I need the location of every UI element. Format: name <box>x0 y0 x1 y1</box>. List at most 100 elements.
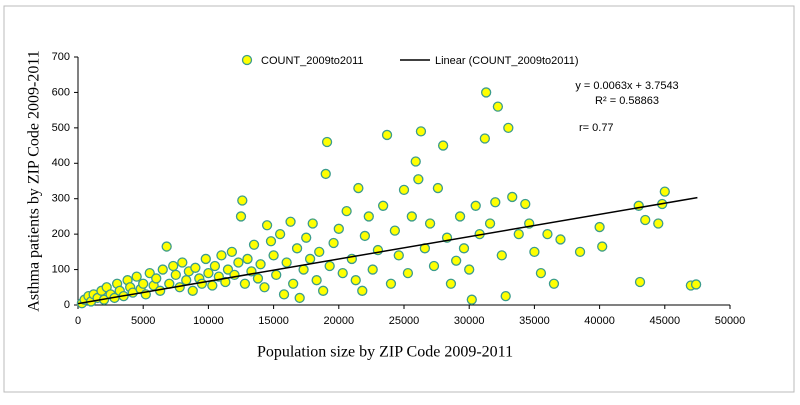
point <box>226 246 238 258</box>
point <box>320 168 331 180</box>
x-tick-label: 15000 <box>258 315 289 327</box>
point <box>265 236 277 247</box>
point <box>479 133 490 144</box>
point <box>235 211 247 222</box>
point <box>298 264 309 275</box>
x-tick-label: 0 <box>75 315 81 327</box>
point <box>285 216 296 227</box>
point <box>466 294 477 305</box>
point <box>359 230 371 242</box>
point <box>233 257 244 268</box>
y-tick-label: 300 <box>52 193 70 205</box>
point <box>209 260 221 272</box>
point <box>503 122 514 134</box>
point <box>377 200 389 211</box>
point <box>248 239 260 250</box>
x-tick-label: 40000 <box>584 315 615 327</box>
point <box>454 211 466 222</box>
x-tick-label: 10000 <box>193 315 224 327</box>
point <box>237 195 248 206</box>
y-tick-label: 600 <box>52 86 70 98</box>
point <box>445 278 457 289</box>
chart-frame <box>3 5 795 393</box>
point <box>357 285 368 296</box>
point <box>402 267 414 279</box>
r-squared: R² = 0.58863 <box>595 95 659 107</box>
point <box>168 260 179 272</box>
point <box>161 241 172 252</box>
point <box>574 246 586 258</box>
point <box>555 234 566 245</box>
legend-label: Linear (COUNT_2009to2011) <box>435 55 578 67</box>
point <box>144 267 155 279</box>
point <box>307 218 318 229</box>
point <box>690 279 702 290</box>
point <box>151 273 162 284</box>
point <box>268 250 279 261</box>
x-tick-label: 25000 <box>389 315 420 327</box>
x-axis-title: Population size by ZIP Code 2009-2011 <box>257 344 513 361</box>
point <box>492 101 504 112</box>
point <box>170 269 181 281</box>
point <box>389 225 401 236</box>
point <box>470 200 481 211</box>
y-tick-label: 0 <box>64 299 70 311</box>
point <box>353 182 364 194</box>
point <box>653 218 664 229</box>
point <box>190 262 201 273</box>
point <box>321 136 333 148</box>
point <box>500 290 511 302</box>
point <box>424 218 436 229</box>
legend-label: COUNT_2009to2011 <box>261 55 364 67</box>
point <box>259 282 270 293</box>
point <box>381 129 393 141</box>
point <box>367 264 378 275</box>
point <box>529 246 540 258</box>
point <box>481 87 492 98</box>
point <box>261 220 273 231</box>
point <box>324 260 335 272</box>
point <box>458 243 470 254</box>
point <box>196 278 208 289</box>
point <box>535 267 547 279</box>
point <box>200 253 211 265</box>
point <box>318 285 329 296</box>
y-tick-label: 500 <box>52 122 70 134</box>
point <box>181 275 192 286</box>
point <box>350 275 361 286</box>
point <box>363 211 374 222</box>
point <box>594 221 605 233</box>
point <box>157 264 168 275</box>
point <box>520 198 531 210</box>
point <box>398 184 410 196</box>
point <box>484 218 496 229</box>
point <box>451 255 462 266</box>
point <box>252 273 264 284</box>
point <box>490 197 501 208</box>
y-tick-label: 200 <box>52 228 70 240</box>
x-tick-label: 5000 <box>131 315 155 327</box>
point <box>278 289 290 300</box>
point <box>220 276 231 288</box>
point <box>271 269 282 281</box>
y-tick-label: 100 <box>52 263 70 275</box>
x-tick-label: 45000 <box>650 315 681 327</box>
point <box>415 126 427 137</box>
point <box>597 241 608 252</box>
point <box>659 186 670 197</box>
point <box>281 257 292 268</box>
point <box>203 267 214 279</box>
point <box>496 250 507 261</box>
point <box>410 156 421 167</box>
x-tick-label: 50000 <box>715 315 746 327</box>
point <box>314 246 325 258</box>
equation: y = 0.0063x + 3.7543 <box>575 80 678 92</box>
point <box>288 278 299 289</box>
point <box>640 214 651 226</box>
trendline <box>77 196 698 305</box>
point <box>222 264 234 275</box>
point <box>507 191 518 203</box>
point <box>437 140 449 151</box>
point <box>328 237 339 249</box>
